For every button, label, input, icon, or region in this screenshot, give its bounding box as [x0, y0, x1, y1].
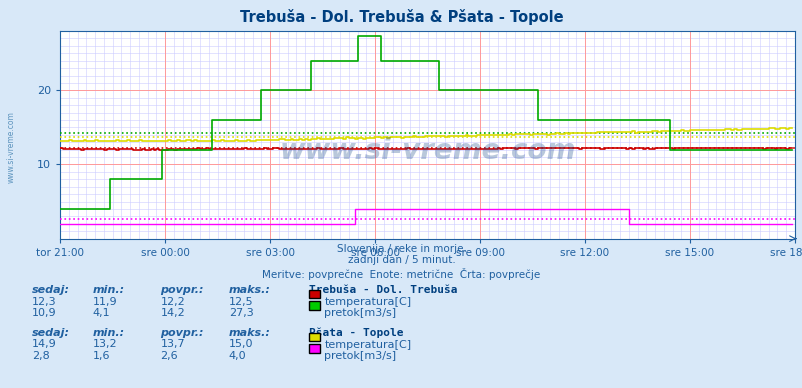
Text: temperatura[C]: temperatura[C] [324, 297, 411, 307]
Text: 2,6: 2,6 [160, 351, 178, 361]
Text: min.:: min.: [92, 285, 124, 295]
Text: 1,6: 1,6 [92, 351, 110, 361]
Text: 14,2: 14,2 [160, 308, 185, 319]
Text: maks.:: maks.: [229, 328, 270, 338]
Text: povpr.:: povpr.: [160, 285, 204, 295]
Text: 27,3: 27,3 [229, 308, 253, 319]
Text: 13,2: 13,2 [92, 340, 117, 350]
Text: Slovenija / reke in morje.: Slovenija / reke in morje. [336, 244, 466, 254]
Text: 4,0: 4,0 [229, 351, 246, 361]
Text: 13,7: 13,7 [160, 340, 185, 350]
Text: zadnji dan / 5 minut.: zadnji dan / 5 minut. [347, 255, 455, 265]
Text: sedaj:: sedaj: [32, 328, 70, 338]
Text: www.si-vreme.com: www.si-vreme.com [279, 137, 575, 165]
Text: pretok[m3/s]: pretok[m3/s] [324, 308, 396, 319]
Text: 4,1: 4,1 [92, 308, 110, 319]
Text: temperatura[C]: temperatura[C] [324, 340, 411, 350]
Text: 12,3: 12,3 [32, 297, 57, 307]
Text: 12,5: 12,5 [229, 297, 253, 307]
Text: www.si-vreme.com: www.si-vreme.com [6, 111, 15, 184]
Text: 14,9: 14,9 [32, 340, 57, 350]
Text: 11,9: 11,9 [92, 297, 117, 307]
Text: Trebuša - Dol. Trebuša & Pšata - Topole: Trebuša - Dol. Trebuša & Pšata - Topole [239, 9, 563, 24]
Text: 15,0: 15,0 [229, 340, 253, 350]
Text: 12,2: 12,2 [160, 297, 185, 307]
Text: povpr.:: povpr.: [160, 328, 204, 338]
Text: Trebuša - Dol. Trebuša: Trebuša - Dol. Trebuša [309, 285, 457, 295]
Text: maks.:: maks.: [229, 285, 270, 295]
Text: pretok[m3/s]: pretok[m3/s] [324, 351, 396, 361]
Text: 10,9: 10,9 [32, 308, 57, 319]
Text: sedaj:: sedaj: [32, 285, 70, 295]
Text: 2,8: 2,8 [32, 351, 50, 361]
Text: Pšata - Topole: Pšata - Topole [309, 328, 403, 338]
Text: min.:: min.: [92, 328, 124, 338]
Text: Meritve: povprečne  Enote: metrične  Črta: povprečje: Meritve: povprečne Enote: metrične Črta:… [262, 268, 540, 281]
